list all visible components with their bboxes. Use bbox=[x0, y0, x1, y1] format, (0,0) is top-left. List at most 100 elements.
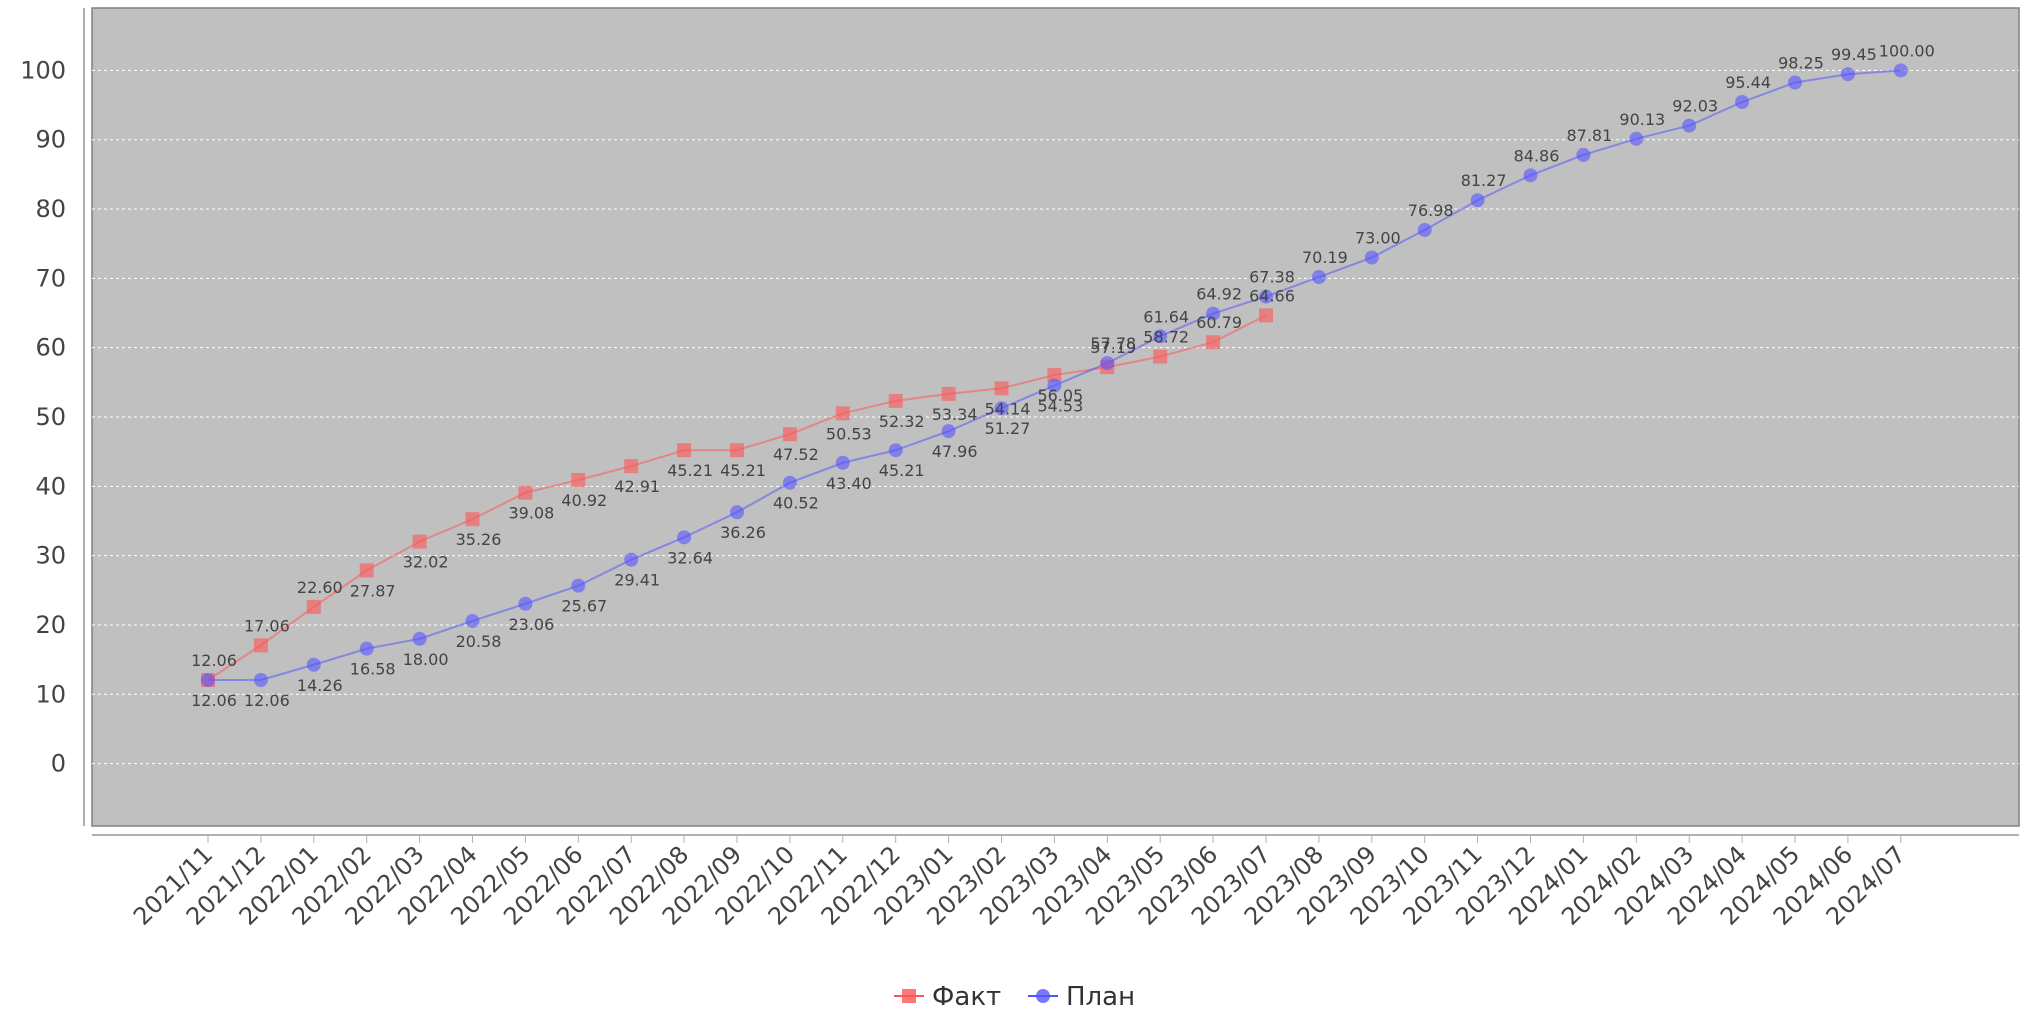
data-point-plan bbox=[1206, 306, 1221, 321]
data-point-fakt bbox=[994, 381, 1009, 396]
data-point-plan bbox=[677, 530, 692, 545]
data-label-plan: 54.53 bbox=[1037, 397, 1083, 416]
data-point-plan bbox=[306, 657, 321, 672]
data-point-fakt bbox=[941, 386, 956, 401]
data-point-fakt bbox=[518, 485, 533, 500]
data-label-plan: 81.27 bbox=[1461, 171, 1507, 190]
data-label-fakt: 17.06 bbox=[244, 616, 290, 635]
data-label-plan: 87.81 bbox=[1566, 126, 1612, 145]
y-tick-label: 20 bbox=[35, 611, 66, 639]
y-tick-label: 90 bbox=[35, 126, 66, 154]
data-labels: 12.06 17.06 22.60 27.87 32.02 35.26 39.08 40.92… bbox=[191, 41, 1935, 710]
data-label-fakt: 27.87 bbox=[350, 581, 396, 600]
data-point-plan bbox=[518, 596, 533, 611]
data-label-plan: 29.41 bbox=[614, 571, 660, 590]
data-label-fakt: 12.06 bbox=[191, 651, 237, 670]
data-point-plan bbox=[1417, 222, 1432, 237]
y-tick-label: 60 bbox=[35, 334, 66, 362]
data-label-plan: 64.92 bbox=[1196, 285, 1242, 304]
data-point-plan bbox=[1153, 329, 1168, 344]
data-label-plan: 16.58 bbox=[350, 660, 396, 679]
data-point-plan bbox=[941, 424, 956, 439]
data-label-plan: 14.26 bbox=[297, 676, 343, 695]
data-label-plan: 18.00 bbox=[403, 650, 449, 669]
data-point-plan bbox=[1470, 193, 1485, 208]
y-tick-label: 10 bbox=[35, 680, 66, 708]
data-point-plan bbox=[1523, 168, 1538, 183]
plot-background bbox=[91, 7, 2020, 827]
data-label-plan: 12.06 bbox=[244, 691, 290, 710]
data-point-plan bbox=[1788, 75, 1802, 90]
data-point-fakt bbox=[1259, 308, 1273, 323]
data-point-plan bbox=[465, 613, 480, 628]
data-point-plan bbox=[1735, 95, 1750, 110]
data-point-plan bbox=[1576, 147, 1591, 162]
plot-area bbox=[91, 7, 2020, 827]
data-label-fakt: 57.19 bbox=[1090, 338, 1136, 357]
data-label-plan: 25.67 bbox=[561, 597, 607, 616]
data-label-fakt: 22.60 bbox=[297, 578, 343, 597]
data-point-plan bbox=[1629, 131, 1644, 146]
data-label-plan: 98.25 bbox=[1778, 54, 1824, 73]
data-point-plan bbox=[571, 578, 586, 593]
data-label-plan: 43.40 bbox=[826, 474, 872, 493]
series-markers bbox=[201, 63, 1908, 688]
data-label-plan: 99.45 bbox=[1831, 45, 1877, 64]
data-point-plan bbox=[730, 505, 744, 520]
y-tick-label: 50 bbox=[35, 403, 66, 431]
data-point-plan bbox=[1364, 250, 1379, 265]
data-point-plan bbox=[994, 401, 1009, 416]
y-tick-label: 100 bbox=[20, 56, 66, 84]
data-point-fakt bbox=[782, 427, 797, 442]
data-point-plan bbox=[1259, 289, 1273, 304]
data-point-plan bbox=[835, 455, 850, 470]
data-point-fakt bbox=[888, 393, 903, 408]
legend-label-0: Факт bbox=[932, 982, 1001, 1010]
data-point-fakt bbox=[412, 534, 427, 549]
data-point-fakt bbox=[730, 443, 744, 458]
data-point-fakt bbox=[571, 472, 586, 487]
data-label-fakt: 39.08 bbox=[508, 504, 554, 523]
data-label-fakt: 58.72 bbox=[1143, 328, 1189, 347]
y-tick-label: 80 bbox=[35, 195, 66, 223]
data-point-plan bbox=[782, 475, 797, 490]
data-label-fakt: 32.02 bbox=[403, 553, 449, 572]
data-point-plan bbox=[888, 443, 903, 458]
data-label-plan: 51.27 bbox=[985, 419, 1031, 438]
data-point-fakt bbox=[677, 443, 692, 458]
data-label-plan: 100.00 bbox=[1879, 41, 1935, 60]
data-label-plan: 45.21 bbox=[879, 461, 925, 480]
data-label-plan: 92.03 bbox=[1672, 97, 1718, 116]
data-label-plan: 70.19 bbox=[1302, 248, 1348, 267]
data-point-plan bbox=[1893, 63, 1908, 78]
data-label-plan: 36.26 bbox=[720, 523, 766, 542]
data-label-fakt: 64.66 bbox=[1249, 286, 1295, 305]
data-point-fakt bbox=[835, 406, 850, 421]
data-label-fakt: 42.91 bbox=[614, 477, 660, 496]
data-label-plan: 23.06 bbox=[508, 615, 554, 634]
legend-marker-plan bbox=[1036, 989, 1050, 1003]
data-label-plan: 61.64 bbox=[1143, 307, 1189, 326]
data-label-plan: 73.00 bbox=[1355, 229, 1401, 248]
data-point-fakt bbox=[359, 563, 374, 578]
data-point-fakt bbox=[1153, 349, 1168, 364]
data-label-fakt: 53.34 bbox=[932, 405, 978, 424]
data-point-fakt bbox=[1047, 368, 1062, 383]
data-label-plan: 90.13 bbox=[1619, 110, 1665, 129]
data-label-fakt: 45.21 bbox=[720, 461, 766, 480]
data-point-fakt bbox=[1206, 335, 1221, 350]
data-point-fakt bbox=[465, 512, 480, 527]
y-tick-label: 70 bbox=[35, 264, 66, 292]
data-label-plan: 12.06 bbox=[191, 691, 237, 710]
data-point-plan bbox=[201, 673, 215, 688]
y-tick-label: 40 bbox=[35, 472, 66, 500]
data-point-plan bbox=[1840, 67, 1855, 82]
data-label-plan: 76.98 bbox=[1408, 201, 1454, 220]
data-label-fakt: 50.53 bbox=[826, 424, 872, 443]
data-label-fakt: 35.26 bbox=[456, 530, 502, 549]
data-point-plan bbox=[412, 631, 427, 646]
legend-marker-fakt bbox=[902, 989, 916, 1003]
data-label-fakt: 56.05 bbox=[1037, 386, 1083, 405]
